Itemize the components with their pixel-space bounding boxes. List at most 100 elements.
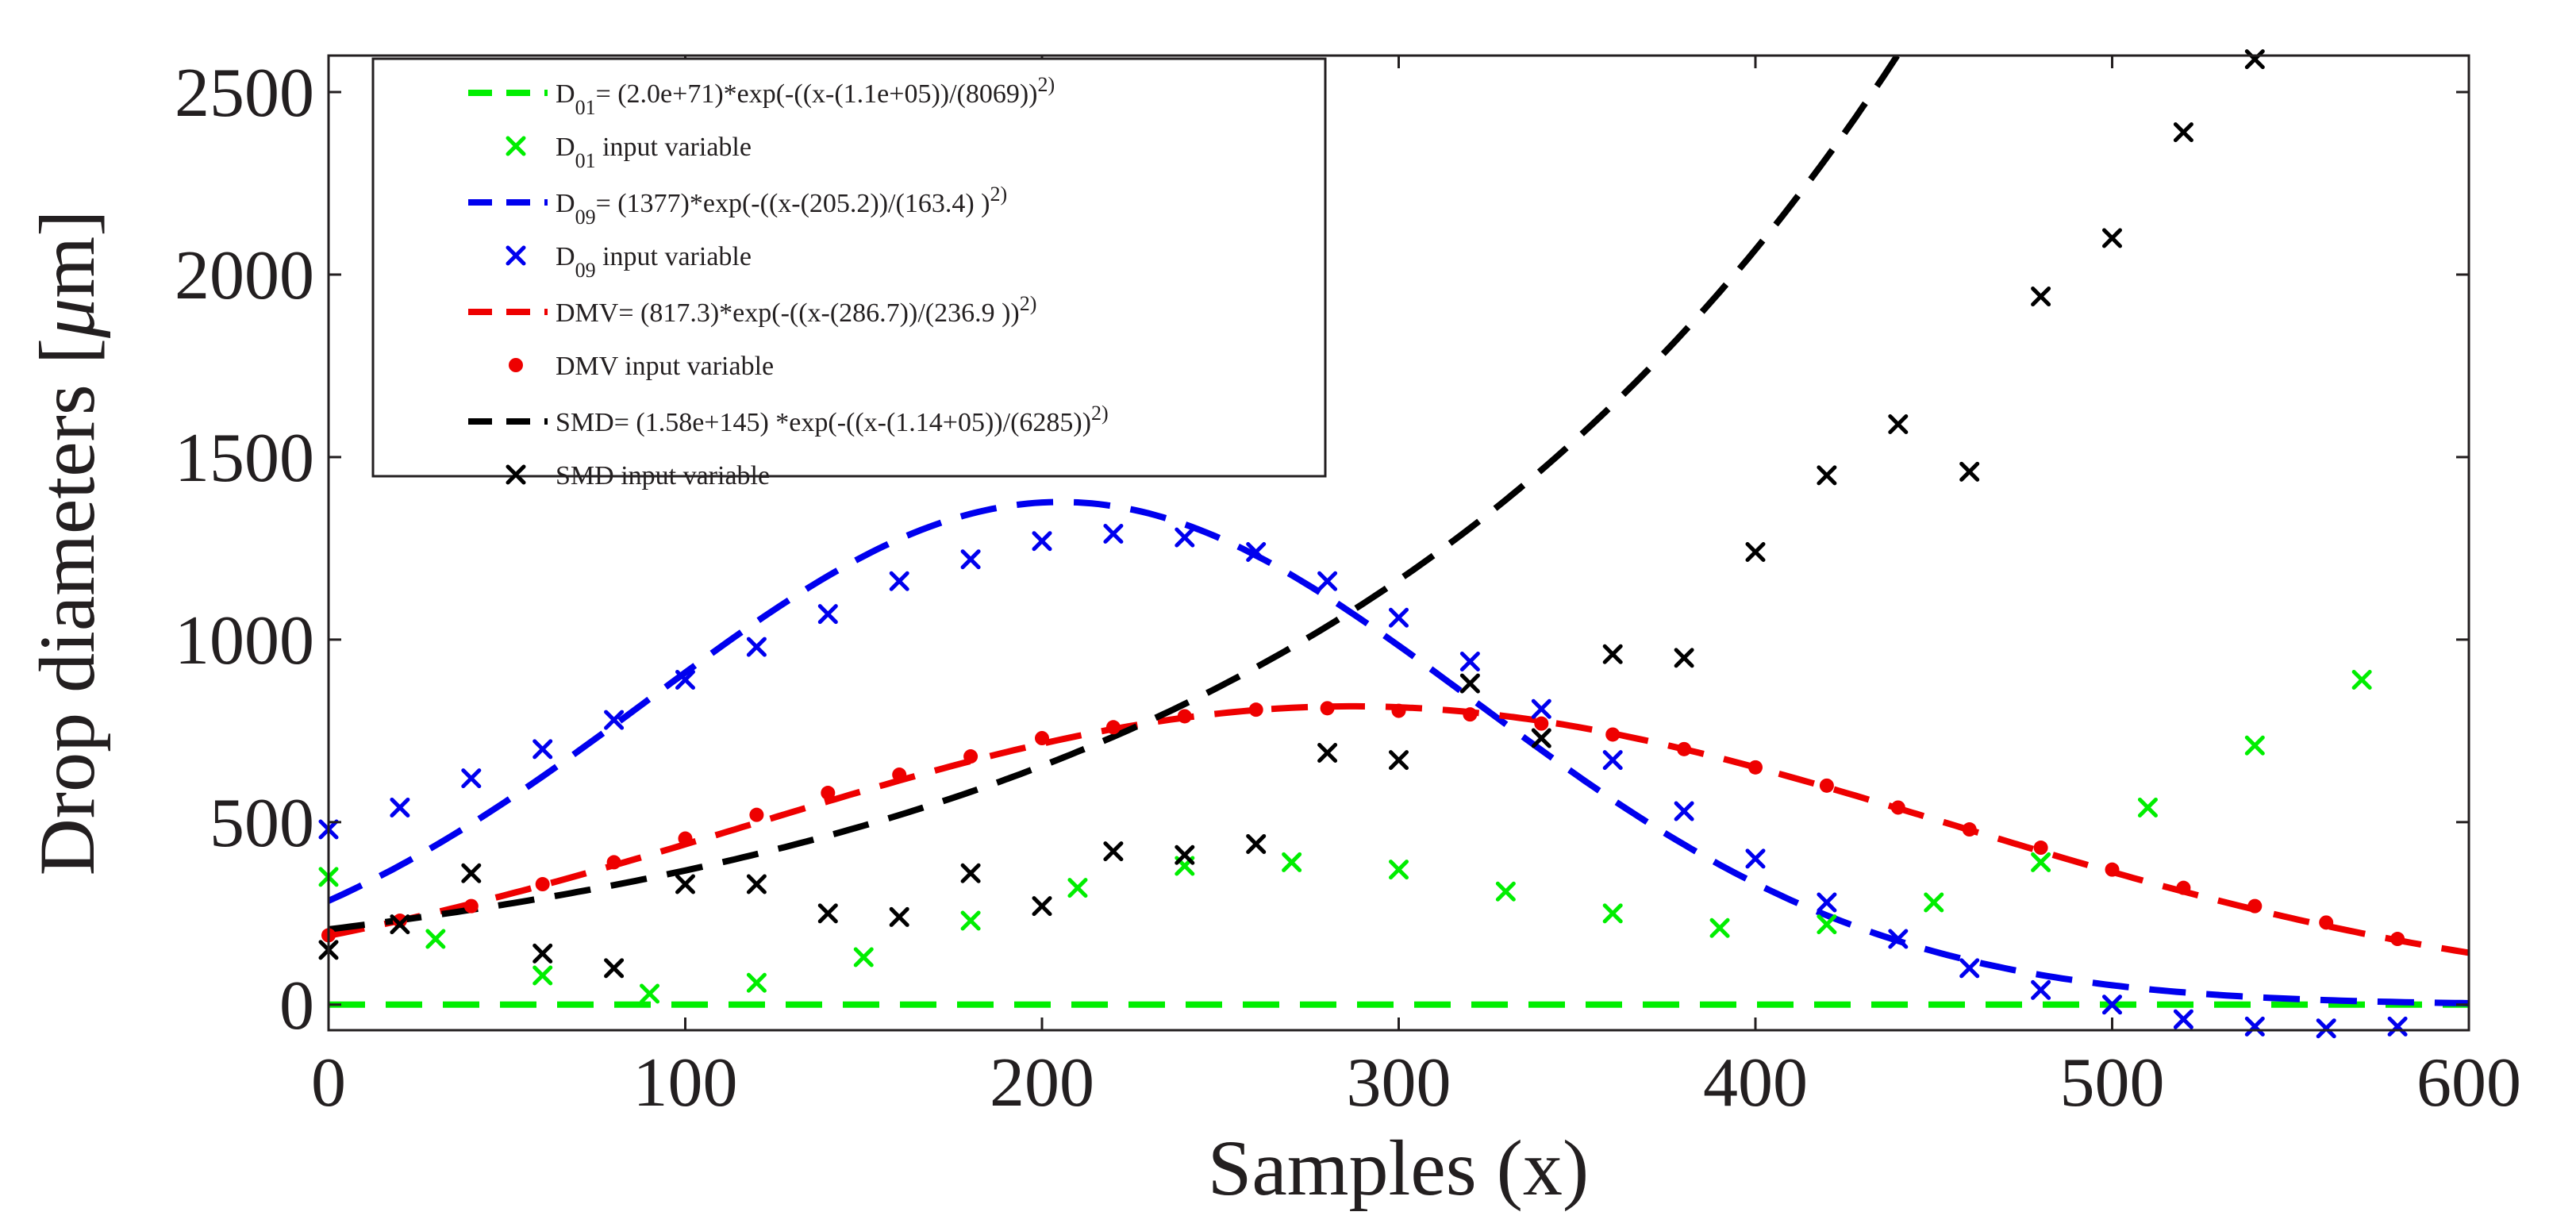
data-point-dmv bbox=[2105, 862, 2120, 877]
data-point-smd bbox=[1531, 728, 1551, 748]
data-point-d01 bbox=[1067, 878, 1088, 898]
data-point-d01 bbox=[2137, 797, 2158, 817]
data-point-d09 bbox=[1745, 848, 1766, 869]
legend-fit-label-dmv: DMV= (817.3)*exp(-((x-(286.7))/(236.9 ))… bbox=[556, 292, 1036, 329]
data-point-d09 bbox=[960, 549, 981, 570]
data-point-smd bbox=[817, 903, 838, 924]
data-point-smd bbox=[1459, 673, 1480, 694]
data-point-smd bbox=[1317, 742, 1338, 763]
data-point-d09 bbox=[2316, 1018, 2336, 1039]
data-point-dmv bbox=[892, 767, 907, 783]
data-point-d09 bbox=[461, 768, 482, 789]
data-point-d09 bbox=[604, 710, 625, 730]
data-point-dmv bbox=[1177, 709, 1192, 724]
x-tick-label: 300 bbox=[1347, 1044, 1451, 1121]
data-point-d09 bbox=[1817, 892, 1837, 913]
legend-points-label-smd: SMD input variable bbox=[556, 461, 770, 490]
data-point-d01 bbox=[533, 965, 553, 986]
legend-points-label-d09: D09 input variable bbox=[556, 242, 752, 282]
legend-entries: D01= (2.0e+71)*exp(-((x-(1.1e+05))/(8069… bbox=[468, 73, 1109, 490]
data-point-smd bbox=[1032, 896, 1052, 917]
data-point-smd bbox=[604, 958, 625, 979]
data-point-smd bbox=[746, 874, 767, 894]
data-point-d09 bbox=[1531, 698, 1551, 719]
data-point-d01 bbox=[1602, 903, 1623, 924]
data-point-dmv bbox=[1105, 720, 1121, 735]
fit-line-smd bbox=[329, 56, 1901, 933]
x-tick-label: 200 bbox=[990, 1044, 1094, 1121]
data-point-smd bbox=[1103, 841, 1124, 862]
y-tick-label: 500 bbox=[210, 785, 314, 862]
y-axis-label-mu: μ bbox=[23, 298, 111, 339]
data-point-smd bbox=[1817, 465, 1837, 486]
data-point-dmv bbox=[1677, 741, 1692, 756]
data-point-dmv bbox=[2033, 841, 2048, 856]
legend-fit-label-d01: D01= (2.0e+71)*exp(-((x-(1.1e+05))/(8069… bbox=[556, 73, 1055, 119]
data-point-dmv bbox=[1819, 778, 1834, 793]
data-point-d01 bbox=[1389, 860, 1409, 880]
x-tick-label: 100 bbox=[633, 1044, 738, 1121]
data-point-dmv bbox=[2247, 898, 2263, 914]
data-point-dmv bbox=[2319, 915, 2334, 930]
data-point-dmv bbox=[1890, 800, 1905, 815]
data-point-dmv bbox=[1463, 707, 1478, 722]
legend-box bbox=[371, 57, 1327, 478]
data-point-smd bbox=[2244, 49, 2265, 70]
fit-line-d09 bbox=[329, 498, 2469, 1006]
y-tick-label: 2500 bbox=[175, 55, 314, 132]
x-tick-label: 0 bbox=[311, 1044, 346, 1121]
data-point-dmv bbox=[392, 914, 407, 929]
y-tick-label: 1500 bbox=[175, 420, 314, 497]
legend-marker-d01 bbox=[506, 136, 526, 156]
data-point-smd bbox=[889, 906, 909, 927]
data-point-d09 bbox=[2031, 979, 2051, 1000]
legend-points-label-d01: D01 input variable bbox=[556, 133, 752, 172]
data-point-d09 bbox=[533, 739, 553, 760]
legend-fit-label-d09: D09= (1377)*exp(-((x-(205.2))/(163.4) )2… bbox=[556, 183, 1007, 229]
data-point-dmv bbox=[1320, 701, 1335, 716]
data-point-d01 bbox=[640, 983, 660, 1004]
data-point-d09 bbox=[1459, 651, 1480, 671]
x-axis-ticks: 0 100 200 300 400 500 600 bbox=[311, 56, 2521, 1121]
data-point-dmv bbox=[1962, 822, 1977, 837]
data-point-d09 bbox=[1959, 958, 1980, 979]
y-axis-ticks: 0 500 1000 1500 2000 2500 bbox=[175, 55, 2469, 1044]
data-point-dmv bbox=[678, 831, 693, 846]
data-point-smd bbox=[1246, 833, 1267, 854]
data-point-d09 bbox=[1032, 531, 1052, 552]
data-point-dmv bbox=[1605, 727, 1621, 742]
data-point-d01 bbox=[2244, 735, 2265, 756]
y-axis-label-prefix: Drop diameters [ bbox=[23, 338, 111, 876]
data-point-d01 bbox=[853, 947, 874, 967]
legend: D01= (2.0e+71)*exp(-((x-(1.1e+05))/(8069… bbox=[371, 57, 1327, 490]
data-point-smd bbox=[2031, 287, 2051, 307]
data-point-dmv bbox=[963, 749, 978, 764]
legend-marker-smd bbox=[506, 464, 526, 485]
data-point-d01 bbox=[960, 910, 981, 931]
data-point-dmv bbox=[1748, 760, 1763, 775]
legend-marker-d09 bbox=[506, 245, 526, 266]
data-point-dmv bbox=[1534, 716, 1549, 731]
data-point-dmv bbox=[749, 807, 764, 822]
data-point-d09 bbox=[1888, 929, 1909, 949]
data-point-dmv bbox=[1248, 702, 1263, 717]
y-tick-label: 0 bbox=[279, 967, 314, 1044]
legend-marker-dmv bbox=[509, 358, 523, 372]
data-point-smd bbox=[461, 863, 482, 883]
data-point-smd bbox=[675, 874, 695, 894]
data-point-d09 bbox=[1602, 750, 1623, 771]
data-point-d01 bbox=[2031, 852, 2051, 872]
data-point-smd bbox=[1959, 461, 1980, 482]
data-point-smd bbox=[1888, 414, 1909, 435]
data-point-d09 bbox=[2102, 994, 2122, 1015]
data-point-d09 bbox=[746, 637, 767, 657]
data-point-d09 bbox=[1389, 607, 1409, 628]
data-point-d01 bbox=[1282, 852, 1302, 872]
data-point-smd bbox=[2102, 228, 2122, 248]
data-point-smd bbox=[533, 943, 553, 964]
data-point-dmv bbox=[1035, 731, 1049, 746]
x-tick-label: 600 bbox=[2416, 1044, 2521, 1121]
data-point-smd bbox=[390, 914, 410, 935]
data-point-d09 bbox=[390, 797, 410, 817]
data-point-d09 bbox=[1175, 527, 1195, 548]
